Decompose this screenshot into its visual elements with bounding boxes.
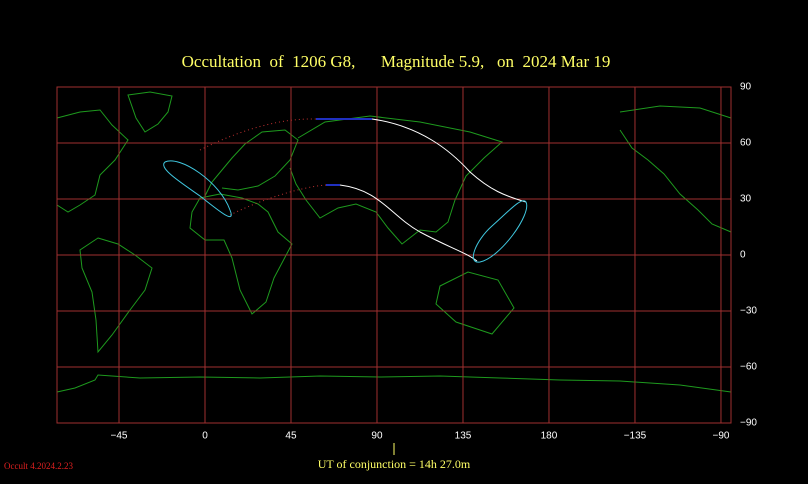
rise-set-curve-east xyxy=(472,200,528,263)
latitude-label: −60 xyxy=(740,362,757,373)
map-frame xyxy=(56,86,732,424)
longitude-label: 135 xyxy=(455,431,472,442)
longitude-label: 45 xyxy=(285,431,297,442)
africa xyxy=(189,193,293,315)
path-northern-limit xyxy=(371,118,527,203)
antarctica xyxy=(56,374,732,393)
latitude-label: −30 xyxy=(740,306,757,317)
north-america-west xyxy=(56,109,129,213)
asia xyxy=(289,115,503,245)
europe xyxy=(204,129,299,197)
longitude-label: −90 xyxy=(712,431,729,442)
path-extension-north xyxy=(199,118,317,151)
latitude-label: 0 xyxy=(740,250,746,261)
latitude-label: 30 xyxy=(740,194,752,205)
latitude-label: 60 xyxy=(740,138,752,149)
latitude-label: 90 xyxy=(740,82,752,93)
longitude-label: −45 xyxy=(111,431,128,442)
map-title: Occultation of 1206 G8, Magnitude 5.9, o… xyxy=(182,52,611,71)
greenland xyxy=(127,91,173,133)
rise-set-curve-west xyxy=(163,160,232,217)
occultation-path xyxy=(163,118,528,263)
path-extension-south xyxy=(229,184,327,216)
conjunction-time: UT of conjunction = 14h 27.0m xyxy=(318,457,471,471)
longitude-label: 180 xyxy=(541,431,558,442)
latitude-label: −90 xyxy=(740,418,757,429)
longitude-label: 90 xyxy=(371,431,383,442)
australia xyxy=(435,271,515,335)
software-version: Occult 4.2024.2.23 xyxy=(4,461,73,471)
longitude-label: −135 xyxy=(624,431,647,442)
path-southern-limit xyxy=(339,184,478,262)
longitude-label: 0 xyxy=(202,431,208,442)
